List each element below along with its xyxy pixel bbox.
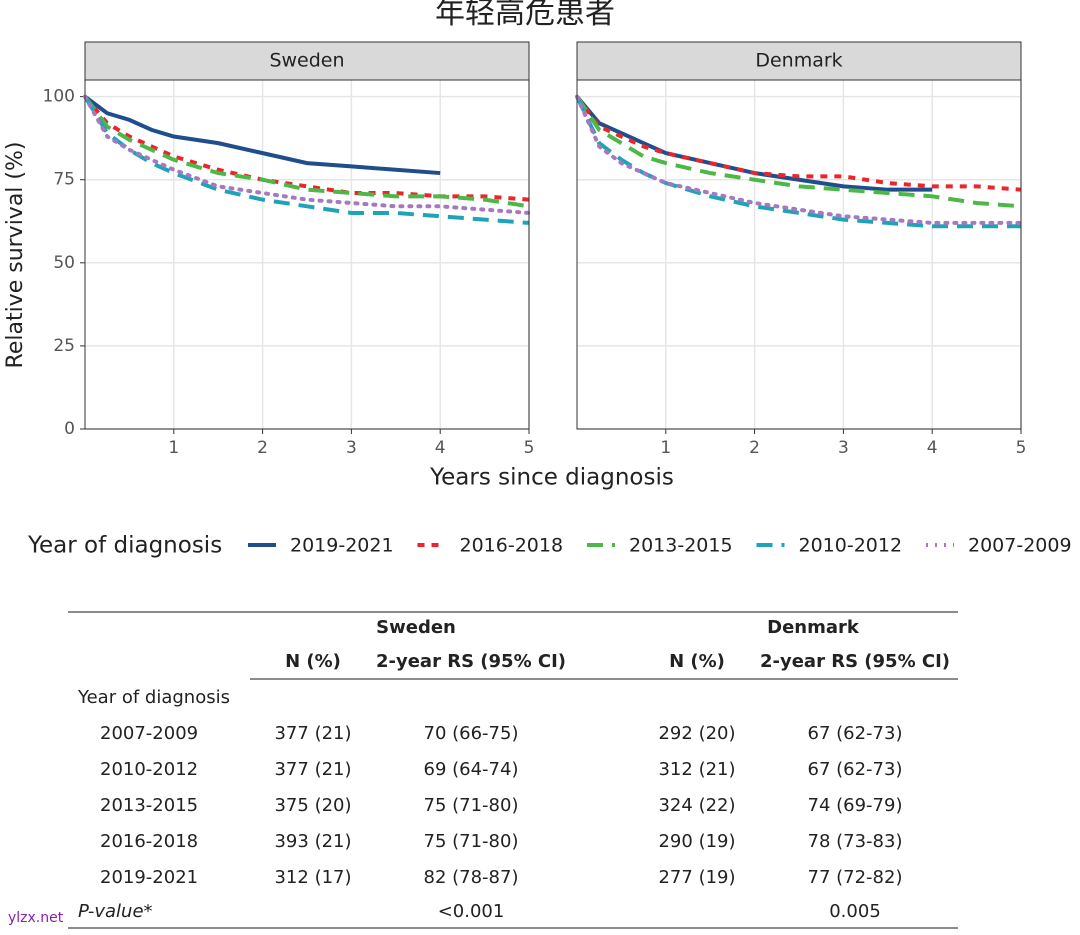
- table-cell: 67 (62-73): [808, 759, 903, 780]
- panel-border: [84, 79, 530, 430]
- legend-label: 2010-2012: [799, 535, 903, 557]
- survival-line: [575, 94, 1023, 225]
- survival-line: [83, 94, 531, 215]
- x-tick-label: 2: [749, 438, 760, 458]
- legend-title: Year of diagnosis: [27, 533, 222, 559]
- strip-label: Denmark: [755, 50, 842, 72]
- table-cell: 292 (20): [658, 723, 735, 744]
- panel-border: [576, 79, 1022, 430]
- x-tick-label: 5: [524, 438, 535, 458]
- table-cell: 2010-2012: [100, 759, 198, 780]
- table-cell: 375 (20): [274, 795, 351, 816]
- strip: [576, 41, 1022, 81]
- table-cell: 393 (21): [274, 831, 351, 852]
- panel: [85, 80, 529, 429]
- pvalue: <0.001: [438, 901, 505, 922]
- y-tick-label: 25: [53, 336, 75, 356]
- table-header: 2-year RS (95% CI): [760, 651, 950, 672]
- strip-label: Sweden: [269, 50, 344, 72]
- table-cell: 277 (19): [658, 867, 735, 888]
- y-tick-label: 0: [64, 419, 75, 439]
- table-cell: 67 (62-73): [808, 723, 903, 744]
- x-tick-label: 4: [927, 438, 938, 458]
- table-section: Year of diagnosis: [77, 687, 230, 708]
- x-axis-label: Years since diagnosis: [429, 465, 674, 491]
- chart-title: 年轻高危患者: [435, 0, 615, 31]
- survival-line: [575, 95, 1022, 192]
- y-tick-label: 75: [53, 170, 75, 190]
- pvalue-label: P-value*: [78, 901, 153, 922]
- x-tick-label: 3: [838, 438, 849, 458]
- x-tick-label: 2: [257, 438, 268, 458]
- x-tick-label: 3: [346, 438, 357, 458]
- table-cell: 290 (19): [658, 831, 735, 852]
- table-header: N (%): [669, 651, 725, 672]
- survival-line: [83, 95, 441, 176]
- panel: [577, 80, 1021, 429]
- watermark: ylzx.net: [8, 910, 64, 926]
- x-tick-label: 1: [660, 438, 671, 458]
- table-cell: 78 (73-83): [808, 831, 903, 852]
- strip: [84, 41, 530, 81]
- table-cell: 74 (69-79): [808, 795, 903, 816]
- table-cell: 2019-2021: [100, 867, 198, 888]
- table-header: 2-year RS (95% CI): [376, 651, 566, 672]
- table-cell: 324 (22): [658, 795, 735, 816]
- survival-line: [83, 95, 530, 225]
- survival-line: [575, 95, 1021, 229]
- table-cell: 377 (21): [274, 759, 351, 780]
- table-cell: 70 (66-75): [424, 723, 519, 744]
- x-tick-label: 1: [168, 438, 179, 458]
- x-tick-label: 5: [1016, 438, 1027, 458]
- table-cell: 75 (71-80): [424, 831, 519, 852]
- legend-label: 2016-2018: [460, 535, 564, 557]
- y-tick-label: 100: [43, 87, 75, 107]
- survival-line: [575, 95, 1022, 209]
- legend-label: 2013-2015: [629, 535, 733, 557]
- x-tick-label: 4: [435, 438, 446, 458]
- table-cell: 75 (71-80): [424, 795, 519, 816]
- table-cell: 2007-2009: [100, 723, 198, 744]
- survival-line: [83, 95, 530, 209]
- table-cell: 2016-2018: [100, 831, 198, 852]
- table-cell: 377 (21): [274, 723, 351, 744]
- table-header: N (%): [285, 651, 341, 672]
- table-cell: 77 (72-82): [808, 867, 903, 888]
- table-cell: 312 (21): [658, 759, 735, 780]
- pvalue: 0.005: [829, 901, 881, 922]
- legend-label: 2007-2009: [968, 535, 1072, 557]
- y-tick-label: 50: [53, 253, 75, 273]
- legend-label: 2019-2021: [290, 535, 394, 557]
- y-axis-label: Relative survival (%): [3, 142, 28, 369]
- table-cell: 69 (64-74): [424, 759, 519, 780]
- table-group: Sweden: [376, 617, 456, 638]
- table-cell: 2013-2015: [100, 795, 198, 816]
- table-cell: 312 (17): [274, 867, 351, 888]
- table-cell: 82 (78-87): [424, 867, 519, 888]
- table-group: Denmark: [767, 617, 860, 638]
